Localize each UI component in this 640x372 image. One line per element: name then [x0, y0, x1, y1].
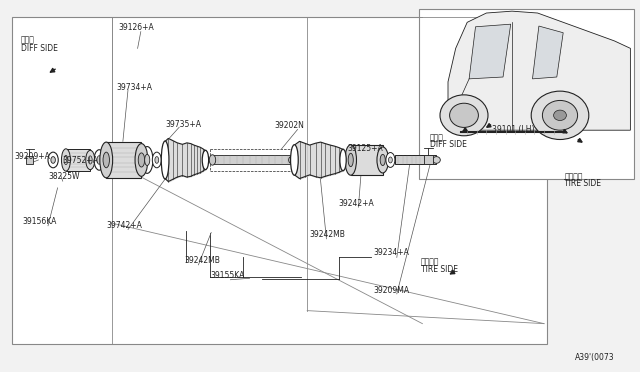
Text: 39742+A: 39742+A	[107, 221, 143, 230]
Text: 38225W: 38225W	[49, 172, 80, 181]
Text: 39125+A: 39125+A	[348, 144, 383, 153]
Bar	[212, 155, 292, 164]
Ellipse shape	[61, 149, 70, 171]
Ellipse shape	[86, 150, 95, 170]
Text: 39202N: 39202N	[274, 121, 304, 130]
Ellipse shape	[345, 145, 356, 175]
Text: 39156KA: 39156KA	[22, 217, 57, 226]
Bar	[26, 156, 33, 164]
Text: 39209+A: 39209+A	[14, 152, 50, 161]
Ellipse shape	[94, 150, 104, 170]
Text: 39234+A: 39234+A	[373, 248, 409, 257]
Bar	[424, 155, 433, 164]
Ellipse shape	[135, 144, 148, 176]
Text: 39126+A: 39126+A	[118, 23, 154, 32]
Bar	[419, 9, 634, 179]
Ellipse shape	[531, 91, 589, 140]
Ellipse shape	[543, 100, 578, 130]
Ellipse shape	[64, 155, 68, 164]
Ellipse shape	[554, 110, 566, 121]
Text: DIFF SIDE: DIFF SIDE	[430, 140, 467, 149]
Ellipse shape	[386, 153, 395, 167]
Ellipse shape	[440, 95, 488, 136]
Text: デフ側: デフ側	[430, 133, 444, 142]
Ellipse shape	[433, 157, 440, 163]
Polygon shape	[448, 11, 630, 130]
Bar	[351, 145, 383, 175]
Polygon shape	[469, 24, 511, 79]
Ellipse shape	[380, 154, 385, 166]
Bar	[395, 155, 436, 164]
Polygon shape	[532, 26, 563, 79]
Ellipse shape	[152, 152, 161, 168]
Text: タイヤ側: タイヤ側	[421, 257, 440, 266]
Text: 39209MA: 39209MA	[373, 286, 409, 295]
Ellipse shape	[103, 152, 109, 168]
Ellipse shape	[388, 157, 392, 163]
Ellipse shape	[155, 157, 159, 163]
Ellipse shape	[88, 156, 92, 164]
Ellipse shape	[209, 155, 216, 165]
Ellipse shape	[48, 152, 58, 168]
Ellipse shape	[51, 157, 56, 163]
Text: 39735+A: 39735+A	[165, 121, 201, 129]
Text: 39242MB: 39242MB	[184, 256, 220, 265]
Ellipse shape	[377, 147, 388, 173]
Ellipse shape	[202, 150, 209, 170]
Ellipse shape	[291, 145, 298, 175]
Bar	[12, 17, 547, 344]
Ellipse shape	[340, 149, 346, 171]
Text: デフ側: デフ側	[21, 36, 35, 45]
Text: 39752+A: 39752+A	[63, 156, 99, 165]
Text: 39101 (LH): 39101 (LH)	[492, 125, 534, 134]
Text: 39242MB: 39242MB	[309, 230, 345, 239]
Ellipse shape	[145, 154, 150, 166]
Bar	[66, 149, 90, 171]
Text: 39734+A: 39734+A	[116, 83, 152, 92]
Ellipse shape	[161, 141, 169, 179]
Ellipse shape	[97, 155, 101, 164]
Text: TIRE SIDE: TIRE SIDE	[564, 179, 602, 188]
Ellipse shape	[138, 153, 145, 167]
Ellipse shape	[100, 142, 113, 178]
Ellipse shape	[450, 103, 479, 127]
Text: TIRE SIDE: TIRE SIDE	[421, 265, 458, 274]
Text: DIFF SIDE: DIFF SIDE	[21, 44, 58, 53]
Bar	[106, 142, 141, 178]
Text: 39242+A: 39242+A	[338, 199, 374, 208]
Text: 39155KA: 39155KA	[210, 272, 244, 280]
Text: タイヤ側: タイヤ側	[564, 173, 583, 182]
Ellipse shape	[289, 156, 295, 164]
Text: A39'(0073: A39'(0073	[575, 353, 614, 362]
Ellipse shape	[348, 153, 353, 167]
Ellipse shape	[141, 147, 153, 173]
